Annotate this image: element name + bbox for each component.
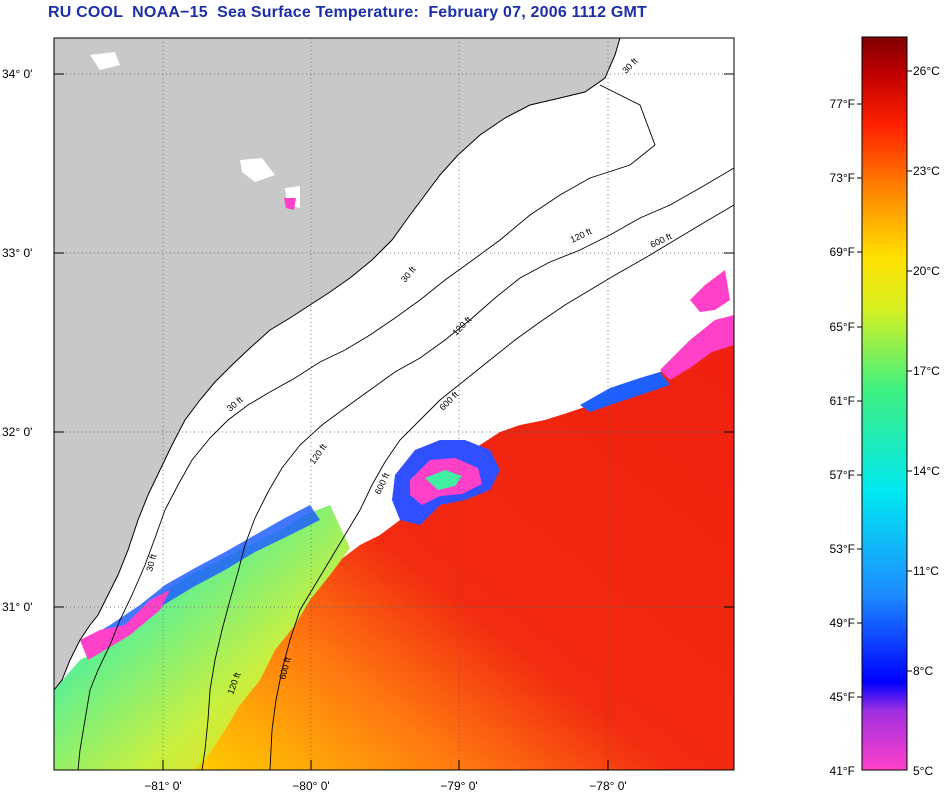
lat-label-34: 34° 0' <box>2 67 32 81</box>
colorbar <box>861 36 908 771</box>
lat-label-32: 32° 0' <box>2 425 32 439</box>
colorbar-c-8: 8°C <box>913 664 933 678</box>
colorbar-f-73: 73°F <box>830 171 855 185</box>
colorbar-f-45: 45°F <box>830 690 855 704</box>
map-ticks <box>54 73 734 770</box>
lon-label-78: −78° 0' <box>589 779 626 793</box>
colorbar-c-14: 14°C <box>913 464 940 478</box>
colorbar-f-69: 69°F <box>830 245 855 259</box>
contour-600ft <box>269 204 734 770</box>
map-area: 30 ft 120 ft 600 ft 30 ft 120 ft 600 ft … <box>54 38 734 770</box>
land-mass <box>54 38 620 690</box>
cold-filament-pink <box>80 590 170 660</box>
contour-30ft <box>77 84 656 770</box>
lat-label-33: 33° 0' <box>2 246 32 260</box>
colorbar-f-77: 77°F <box>830 97 855 111</box>
colorbar-c-23: 23°C <box>913 164 940 178</box>
colorbar-c-20: 20°C <box>913 264 940 278</box>
lat-gridlines <box>54 73 734 608</box>
colorbar-f-57: 57°F <box>830 468 855 482</box>
lon-label-81: −81° 0' <box>144 779 181 793</box>
lat-label-31: 31° 0' <box>2 600 32 614</box>
shelf-water <box>54 505 350 770</box>
colorbar-f-61: 61°F <box>830 394 855 408</box>
colorbar-c-17: 17°C <box>913 364 940 378</box>
cold-patch-edge <box>690 270 730 312</box>
coastline <box>54 38 621 691</box>
colorbar-f-49: 49°F <box>830 616 855 630</box>
map-title: RU COOL NOAA−15 Sea Surface Temperature:… <box>48 4 647 21</box>
lon-label-79: −79° 0' <box>440 779 477 793</box>
colorbar-c-26: 26°C <box>913 64 940 78</box>
inland-cold-spot <box>284 198 296 210</box>
colorbar-f-53: 53°F <box>830 542 855 556</box>
lon-label-80: −80° 0' <box>292 779 329 793</box>
colorbar-f-65: 65°F <box>830 320 855 334</box>
colorbar-ticks <box>857 70 912 698</box>
contour-120ft <box>201 167 734 770</box>
map-frame <box>53 37 735 771</box>
cold-patch-northeast-blue <box>580 372 670 412</box>
contour-label-30ft-4: 30 ft <box>144 553 158 573</box>
cold-patch-northeast <box>660 315 734 380</box>
inland-cloud-2 <box>240 158 275 182</box>
colorbar-f-41: 41°F <box>830 764 855 778</box>
colorbar-c-5: 5°C <box>913 764 933 778</box>
inland-cloud-1 <box>90 52 120 70</box>
offshore-warm-water <box>185 340 734 770</box>
colorbar-c-11: 11°C <box>913 564 939 578</box>
cold-eddy-inner <box>425 470 462 490</box>
